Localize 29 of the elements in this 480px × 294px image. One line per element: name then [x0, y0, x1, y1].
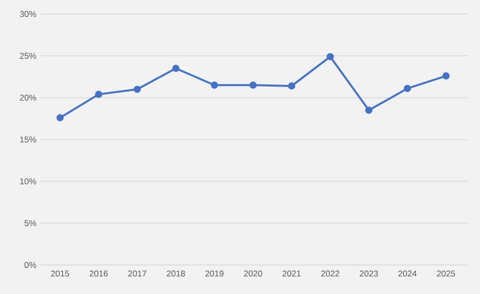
- y-tick-label: 5%: [24, 220, 36, 226]
- point: [210, 82, 218, 89]
- y-tick-label: 10%: [20, 178, 36, 184]
- y-tick-label: 15%: [20, 136, 36, 142]
- x-tick-label: 2016: [90, 270, 108, 277]
- point: [56, 114, 64, 122]
- point: [249, 82, 257, 89]
- y-tick-label: 25%: [20, 52, 36, 59]
- x-tick-label: 2015: [51, 270, 70, 277]
- point: [288, 82, 296, 90]
- point: [172, 64, 180, 72]
- point: [95, 90, 102, 98]
- y-tick-label: 0%: [24, 262, 36, 268]
- y-tick-label: 20%: [20, 94, 36, 101]
- point: [134, 86, 141, 93]
- y-tick-label: 30%: [20, 11, 36, 17]
- x-tick-label: 2024: [398, 270, 417, 277]
- x-tick-label: 2022: [321, 270, 340, 277]
- x-tick-label: 2023: [360, 270, 378, 277]
- point: [404, 84, 412, 92]
- point: [442, 72, 450, 80]
- x-tick-label: 2017: [128, 270, 146, 277]
- x-tick-label: 2020: [244, 270, 262, 277]
- x-tick-label: 2018: [166, 270, 185, 277]
- x-tick-label: 2025: [437, 270, 456, 277]
- point: [365, 106, 372, 114]
- point: [326, 53, 334, 60]
- x-tick-label: 2021: [282, 270, 301, 277]
- x-tick-label: 2019: [205, 270, 224, 277]
